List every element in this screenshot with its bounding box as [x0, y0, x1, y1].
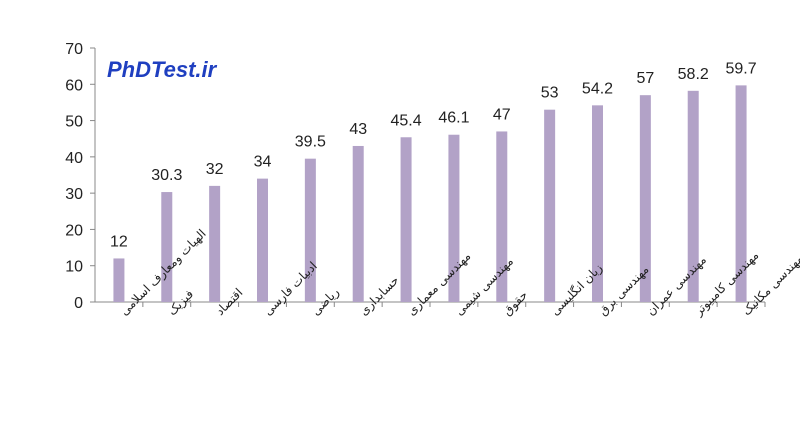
bar [209, 185, 221, 302]
data-label: 57 [636, 70, 654, 87]
data-label: 39.5 [295, 134, 326, 151]
data-label: 53 [541, 85, 559, 102]
y-tick-label: 50 [65, 114, 83, 131]
data-label: 58.2 [678, 66, 709, 83]
data-label: 45.4 [391, 112, 422, 129]
bar [257, 178, 268, 302]
bar [400, 137, 412, 302]
data-label: 30.3 [151, 167, 182, 184]
data-label: 32 [206, 161, 224, 178]
y-tick-label: 30 [65, 186, 83, 203]
bar [113, 258, 125, 302]
bar [592, 105, 603, 303]
bar [735, 85, 747, 302]
data-label: 46.1 [438, 110, 469, 127]
bar [352, 145, 364, 302]
data-label: 54.2 [582, 80, 613, 97]
data-label: 34 [254, 154, 272, 171]
y-tick-label: 0 [74, 295, 83, 312]
bar [687, 90, 699, 303]
bar [304, 158, 316, 302]
y-tick-label: 40 [65, 150, 83, 167]
y-axis: 0 10 20 30 40 50 60 70 [65, 41, 765, 312]
data-label: 59.7 [726, 60, 757, 77]
bar [544, 109, 556, 302]
y-tick-label: 10 [65, 259, 83, 276]
data-label: 43 [349, 121, 367, 138]
data-labels: 12 30.3 32 34 39.5 43 45.4 46.1 47 53 54.2 57 58.2 59… [110, 60, 757, 250]
bars [113, 85, 766, 307]
y-tick-label: 70 [65, 41, 83, 58]
watermark: PhDTest.ir [107, 57, 218, 82]
data-label: 47 [493, 106, 511, 123]
data-label: 12 [110, 233, 128, 250]
y-tick-label: 60 [65, 77, 83, 94]
bar [496, 131, 508, 302]
bar [161, 192, 173, 302]
y-tick-label: 20 [65, 222, 83, 239]
bar [639, 95, 651, 303]
bar [448, 134, 460, 302]
